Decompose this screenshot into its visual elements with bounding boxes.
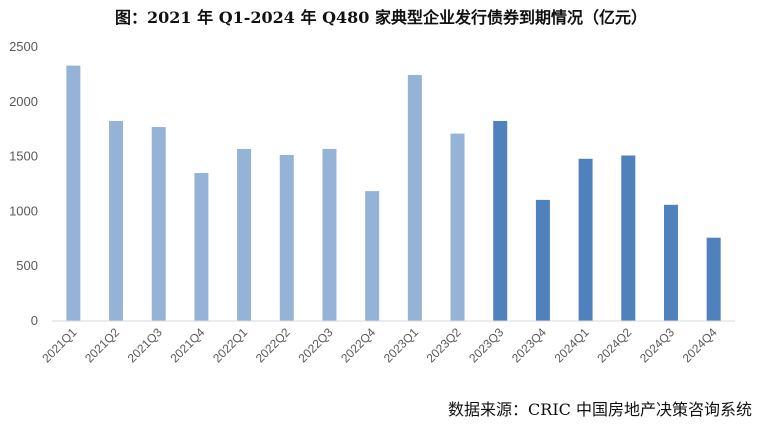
source-note: 数据来源：CRIC 中国房地产决策咨询系统 bbox=[448, 400, 752, 419]
x-tick-label: 2022Q2 bbox=[253, 325, 293, 365]
y-tick-label: 500 bbox=[16, 258, 38, 273]
bar-2021Q2 bbox=[109, 120, 124, 321]
bar-2023Q2 bbox=[450, 133, 465, 321]
x-tick-label: 2022Q4 bbox=[338, 325, 378, 365]
y-tick-label: 1000 bbox=[9, 203, 38, 218]
x-axis: 2021Q1 2021Q2 2021Q3 2021Q4 2022Q1 2022Q2 2022… bbox=[39, 320, 735, 365]
y-tick-label: 0 bbox=[31, 313, 38, 328]
x-tick-label: 2022Q3 bbox=[295, 325, 335, 365]
y-axis: 0 500 1000 1500 2000 2500 bbox=[9, 39, 38, 328]
x-tick-label: 2022Q1 bbox=[210, 325, 250, 365]
bar-2023Q4 bbox=[535, 199, 550, 321]
y-tick-label: 2000 bbox=[9, 94, 38, 109]
x-tick-label: 2023Q2 bbox=[424, 325, 464, 365]
bar-2024Q1 bbox=[578, 158, 593, 321]
bar-2021Q4 bbox=[194, 173, 209, 321]
bar-2022Q2 bbox=[279, 154, 294, 321]
bar-2022Q1 bbox=[237, 148, 252, 321]
x-tick-label: 2024Q1 bbox=[552, 325, 592, 365]
x-tick-label: 2023Q3 bbox=[466, 325, 506, 365]
x-tick-label: 2021Q4 bbox=[167, 325, 207, 365]
bar-2023Q3 bbox=[493, 120, 508, 321]
x-tick-label: 2021Q3 bbox=[125, 325, 165, 365]
x-tick-label: 2021Q2 bbox=[82, 325, 122, 365]
bar-2021Q3 bbox=[151, 127, 166, 322]
bar-2024Q3 bbox=[663, 204, 678, 321]
x-tick-label: 2023Q4 bbox=[509, 325, 549, 365]
bar-2021Q1 bbox=[66, 65, 81, 322]
x-tick-label: 2024Q4 bbox=[680, 325, 720, 365]
bars bbox=[66, 65, 721, 322]
bar-2023Q1 bbox=[407, 74, 422, 321]
y-tick-label: 2500 bbox=[9, 39, 38, 54]
bar-2024Q2 bbox=[621, 155, 636, 321]
x-tick-label: 2021Q1 bbox=[39, 325, 79, 365]
bar-2022Q3 bbox=[322, 148, 337, 321]
x-tick-label: 2024Q3 bbox=[637, 325, 677, 365]
chart-title: 图：2021 年 Q1-2024 年 Q480 家典型企业发行债券到期情况（亿元… bbox=[115, 8, 647, 27]
bar-2024Q4 bbox=[706, 237, 721, 321]
x-tick-label: 2024Q2 bbox=[594, 325, 634, 365]
bar-2022Q4 bbox=[365, 191, 380, 321]
y-tick-label: 1500 bbox=[9, 149, 38, 164]
x-tick-label: 2023Q1 bbox=[381, 325, 421, 365]
